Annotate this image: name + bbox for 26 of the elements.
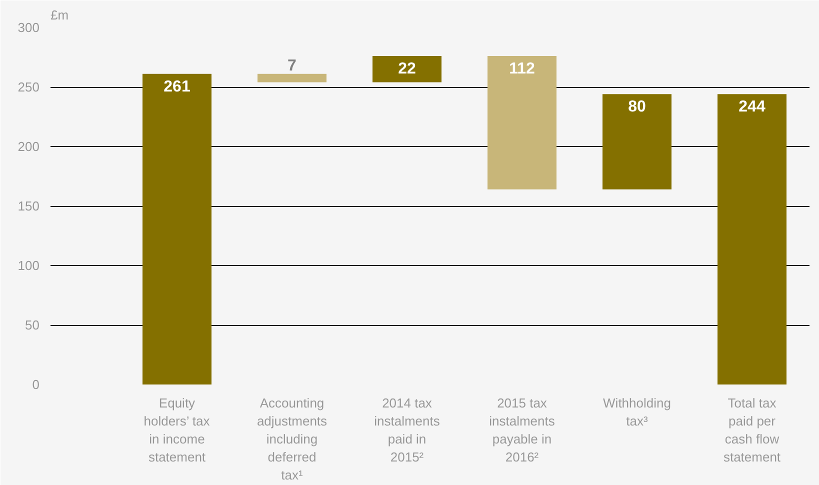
x-tick-label: 2015 tax instalments payable in 2016² — [489, 396, 556, 464]
data-label: 22 — [398, 60, 416, 78]
bar — [372, 56, 442, 82]
y-tick-label: 0 — [32, 377, 40, 392]
bar — [488, 56, 556, 190]
x-tick-label: 2014 tax instalments paid in 2015² — [374, 396, 440, 464]
y-tick-label: 50 — [25, 318, 40, 332]
y-tick-label: 100 — [18, 258, 40, 273]
bar — [718, 94, 786, 384]
data-label: 244 — [738, 98, 766, 116]
y-tick-label: 300 — [18, 20, 40, 35]
bar — [142, 74, 212, 384]
data-label: 261 — [164, 78, 190, 96]
bar — [258, 74, 326, 82]
x-tick-label: Equity holders’ tax in income statement — [144, 396, 210, 464]
y-tick-label: 150 — [18, 198, 40, 214]
data-label: 80 — [628, 98, 646, 116]
x-tick-label: Total tax paid per cash flow statement — [723, 396, 781, 464]
bar — [602, 94, 672, 190]
y-tick-label: 200 — [18, 139, 40, 154]
data-label: 7 — [288, 57, 297, 74]
x-tick-label: Withholding tax³ — [603, 396, 671, 428]
data-label: 112 — [509, 60, 536, 78]
y-tick-label: 250 — [18, 80, 40, 94]
x-tick-label: Accounting adjustments including deferred tax¹ — [256, 396, 328, 482]
y-axis-title: £m — [50, 8, 69, 22]
